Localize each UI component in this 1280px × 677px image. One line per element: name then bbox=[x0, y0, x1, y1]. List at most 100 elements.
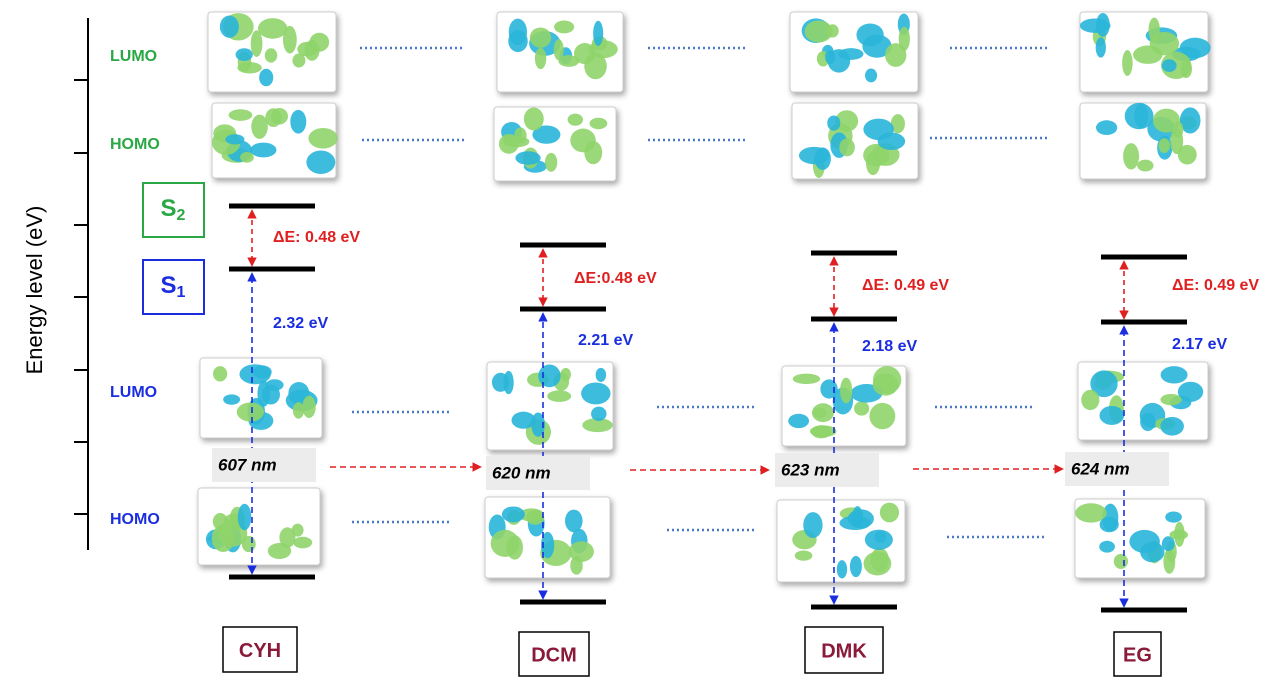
orbital-lobe bbox=[251, 115, 268, 139]
wavelength: 607 nm bbox=[218, 455, 277, 474]
delta-e: ΔE: 0.49 eV bbox=[862, 277, 949, 294]
orbital-lobe bbox=[554, 39, 564, 60]
orbital-lobe bbox=[826, 24, 839, 37]
orbital-lobe bbox=[850, 556, 862, 577]
orbital-lobe bbox=[811, 425, 831, 438]
orbital-lobe bbox=[499, 134, 519, 154]
orbital-lobe bbox=[590, 118, 608, 129]
orbital-lobe bbox=[238, 504, 252, 531]
homo-label: HOMO bbox=[110, 511, 160, 528]
orbital-lobe bbox=[865, 530, 893, 550]
orbital-lobe bbox=[825, 50, 835, 64]
orbital-lobe bbox=[293, 537, 312, 549]
orbital-lobe bbox=[584, 53, 607, 79]
delta-e: ΔE: 0.49 eV bbox=[1172, 277, 1259, 294]
orbital-lobe bbox=[1140, 413, 1155, 431]
solvent: DMK bbox=[821, 640, 867, 662]
orbital-lobe bbox=[236, 48, 253, 61]
orbital-lobe bbox=[813, 407, 826, 417]
wavelength: 623 nm bbox=[781, 460, 840, 479]
orbital-lobe bbox=[259, 69, 273, 87]
orbital-lobe bbox=[1096, 120, 1117, 135]
orbital-lobe bbox=[1160, 417, 1184, 436]
orbital-lobe bbox=[1134, 103, 1148, 128]
orbital-lobe bbox=[554, 21, 574, 34]
orbital-lobe bbox=[538, 365, 560, 388]
orbital-lobe bbox=[869, 403, 895, 429]
orbital-lobe bbox=[873, 374, 899, 396]
lumo-label: LUMO bbox=[110, 384, 157, 401]
orbital-lobe bbox=[1165, 512, 1182, 523]
orbital-lobe bbox=[591, 407, 606, 421]
orbital-lobe bbox=[251, 30, 263, 57]
orbital-lobe bbox=[308, 128, 337, 149]
orbital-lobe bbox=[1173, 121, 1183, 137]
gap-energy: 2.18 eV bbox=[862, 338, 917, 355]
orbital-lobe bbox=[570, 556, 583, 574]
orbital-lobe bbox=[570, 129, 595, 153]
orbital-lobe bbox=[1100, 517, 1119, 532]
orbital-lobe bbox=[1114, 554, 1128, 569]
orbital-lobe bbox=[1158, 138, 1169, 153]
lumo-label: LUMO bbox=[110, 48, 157, 65]
orbital-lobe bbox=[803, 512, 822, 538]
orbital-lobe bbox=[515, 151, 540, 165]
orbital-lobe bbox=[1081, 390, 1099, 410]
delta-e: ΔE: 0.48 eV bbox=[273, 229, 360, 246]
orbital-lobe bbox=[1169, 530, 1188, 540]
orbital-lobe bbox=[492, 373, 509, 392]
wavelength: 620 nm bbox=[492, 463, 551, 482]
orbital-lobe bbox=[1096, 13, 1110, 37]
orbital-lobe bbox=[265, 108, 281, 127]
orbital-lobe bbox=[885, 43, 906, 67]
state-sub: 2 bbox=[177, 207, 186, 224]
orbital-lobe bbox=[1162, 59, 1177, 72]
orbital-lobe bbox=[878, 132, 906, 150]
delta-e: ΔE:0.48 eV bbox=[574, 270, 657, 287]
orbital-lobe bbox=[306, 151, 335, 174]
orbital-lobe bbox=[1178, 382, 1203, 402]
orbital-lobe bbox=[237, 403, 264, 422]
orbital-lobe bbox=[1161, 366, 1188, 383]
orbital-lobe bbox=[290, 110, 306, 134]
orbital-lobe bbox=[1160, 394, 1181, 405]
orbital-lobe bbox=[250, 143, 276, 158]
orbital-lobe bbox=[297, 42, 317, 57]
orbital-lobe bbox=[865, 69, 877, 83]
orbital-lobe bbox=[820, 379, 837, 398]
orbital-lobe bbox=[253, 365, 272, 378]
page: {"axis_label": "Energy level (eV)", "upp… bbox=[0, 0, 1280, 677]
orbital-lobe bbox=[547, 390, 571, 402]
orbital-lobe bbox=[491, 530, 519, 557]
orbital-lobe bbox=[839, 516, 870, 530]
axis-label: Energy level (eV) bbox=[22, 206, 47, 375]
orbital-lobe bbox=[512, 412, 536, 429]
orbital-lobe bbox=[799, 147, 829, 164]
state-letter: S bbox=[161, 195, 177, 222]
orbital-lobe bbox=[1137, 160, 1153, 172]
orbital-lobe bbox=[213, 366, 227, 381]
orbital-lobe bbox=[535, 48, 546, 69]
gap-energy: 2.32 eV bbox=[273, 315, 328, 332]
state-letter: S bbox=[161, 272, 177, 299]
orbital-lobe bbox=[880, 503, 899, 523]
orbital-lobe bbox=[225, 134, 244, 144]
orbital-lobe bbox=[1123, 143, 1139, 169]
orbital-lobe bbox=[1096, 37, 1106, 57]
orbital-lobe bbox=[223, 394, 240, 404]
orbital-lobe bbox=[265, 48, 278, 62]
orbital-lobe bbox=[837, 560, 847, 578]
state-sub: 1 bbox=[177, 284, 186, 301]
solvent: EG bbox=[1123, 644, 1152, 666]
orbital-lobe bbox=[840, 378, 852, 404]
orbital-lobe bbox=[854, 401, 869, 415]
orbital-lobe bbox=[593, 21, 603, 46]
orbital-lobe bbox=[864, 552, 892, 576]
orbital-lobe bbox=[788, 414, 809, 428]
orbital-lobe bbox=[839, 48, 864, 60]
orbital-lobe bbox=[1122, 50, 1132, 76]
orbital-lobe bbox=[524, 107, 544, 130]
orbital-lobe bbox=[268, 543, 291, 559]
orbital-lobe bbox=[1133, 46, 1163, 64]
orbital-lobe bbox=[568, 114, 583, 126]
